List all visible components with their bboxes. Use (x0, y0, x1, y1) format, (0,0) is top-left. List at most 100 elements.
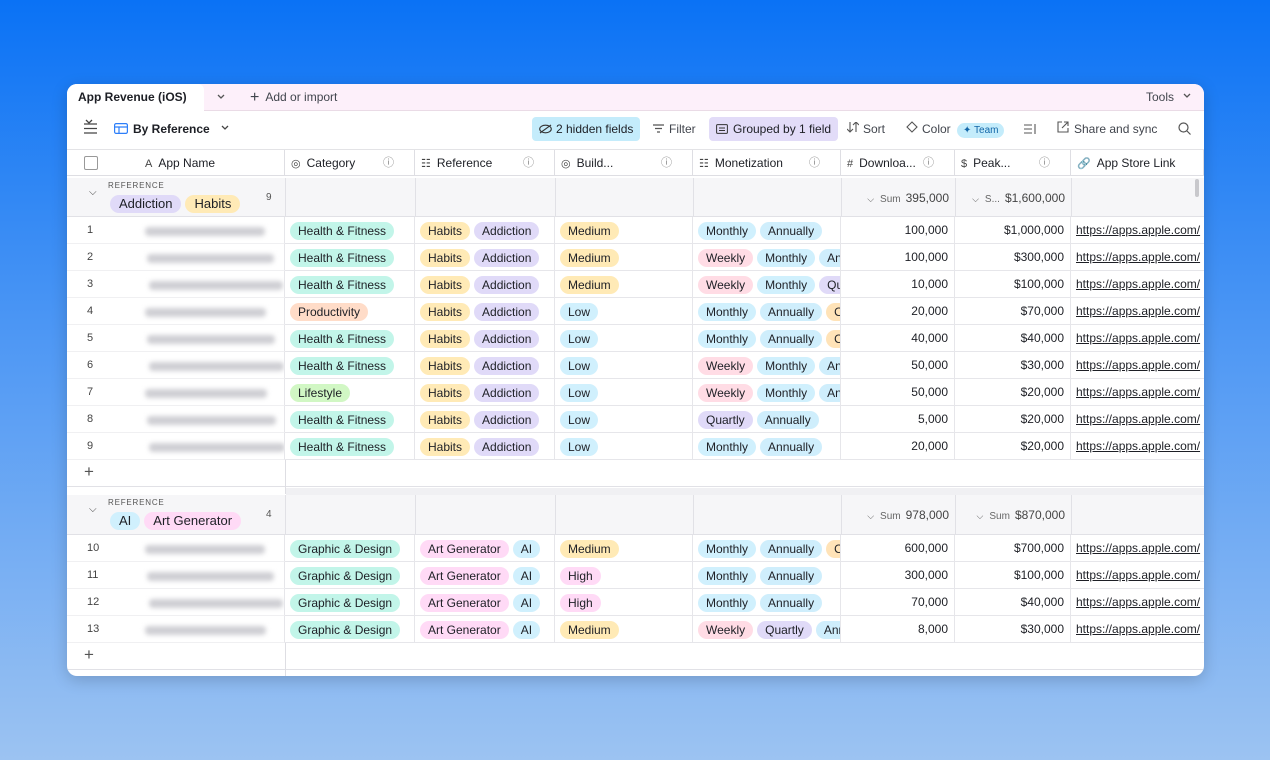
app-store-link[interactable]: https://apps.apple.com/ (1076, 358, 1201, 372)
blurred-app-name (145, 626, 266, 635)
tag: Graphic & Design (290, 620, 401, 639)
tools[interactable]: Tools (1146, 84, 1192, 110)
menu-icon[interactable] (84, 123, 97, 134)
tag: Health & Fitness (290, 221, 395, 240)
sum-chevron: ⌵ (867, 194, 875, 204)
build-cell: Medium (555, 616, 693, 643)
reference-cell: Habits Addiction (415, 271, 555, 298)
add-import-label: Add or import (265, 90, 338, 104)
link-cell: https://apps.apple.com/ (1071, 406, 1204, 433)
tag: Graphic & Design (290, 566, 401, 585)
tag: Health & Fitness (290, 410, 395, 429)
peak-cell: $700,000 (955, 535, 1071, 562)
column-name: App Store Link (1096, 156, 1176, 170)
tag: Monthly (757, 248, 816, 267)
tag: Medium (560, 539, 619, 558)
column-header[interactable]: ☷ Reference ⓘ (415, 150, 555, 176)
link-cell: https://apps.apple.com/ (1071, 379, 1204, 406)
downloads: 40,000 (911, 331, 948, 345)
app-store-link[interactable]: https://apps.apple.com/ (1076, 304, 1201, 318)
column-header[interactable]: ☷ Monetization ⓘ (693, 150, 841, 176)
table-tab[interactable]: App Revenue (iOS) (67, 84, 204, 124)
category-cell: Graphic & Design (285, 616, 415, 643)
tag: Addiction (474, 302, 540, 321)
reference-cell: Habits Addiction (415, 298, 555, 325)
column-icon: $ (961, 158, 968, 170)
tag: Medium (560, 248, 619, 267)
tag: Graphic & Design (290, 593, 401, 612)
share-sync[interactable]: Share and sync (1057, 117, 1157, 141)
tag: Habits (420, 383, 471, 402)
app-store-link[interactable]: https://apps.apple.com/ (1076, 541, 1201, 555)
color[interactable]: Color ✦ Team (905, 117, 1005, 141)
tag: AI (512, 593, 541, 612)
app-store-link[interactable]: https://apps.apple.com/ (1076, 412, 1201, 426)
tag: O (826, 329, 840, 348)
group[interactable]: Grouped by 1 field (709, 117, 839, 141)
column-header[interactable]: 🔗 App Store Link (1071, 150, 1204, 176)
tag: AI (512, 539, 541, 558)
tag: Art Generator (420, 566, 509, 585)
tag: Addiction (474, 410, 540, 429)
sort[interactable]: Sort (846, 117, 885, 141)
collapse-chevron[interactable]: ⌵ (89, 187, 97, 198)
search-icon[interactable] (1178, 122, 1191, 135)
add-row-button[interactable]: + (84, 462, 94, 481)
eye-icon (539, 124, 552, 134)
column-header[interactable]: ◎ Build... ⓘ (555, 150, 693, 176)
tag: Weekly (698, 620, 754, 639)
sum-value: 978,000 (905, 508, 949, 522)
app-store-link[interactable]: https://apps.apple.com/ (1076, 595, 1201, 609)
add-import[interactable]: + Add or import (250, 89, 338, 106)
tag: Annually (760, 329, 823, 348)
monetization-cell: WeeklyMonthlyAnn (693, 379, 841, 406)
filter[interactable]: Filter (653, 117, 696, 141)
row-number: 12 (87, 596, 100, 608)
row-height-icon[interactable] (1024, 124, 1036, 135)
add-row-button[interactable]: + (84, 645, 94, 664)
column-name: Peak... (973, 156, 1011, 170)
tag: Monthly (698, 221, 757, 240)
tag: Ann (819, 248, 840, 267)
app-store-link[interactable]: https://apps.apple.com/ (1076, 223, 1201, 237)
column-icon: A (145, 158, 153, 170)
column-header[interactable]: $ Peak... ⓘ (955, 150, 1071, 176)
hidden-fields[interactable]: 2 hidden fields (532, 117, 641, 141)
app-store-link[interactable]: https://apps.apple.com/ (1076, 568, 1201, 582)
column-header[interactable]: # Downloa... ⓘ (841, 150, 955, 176)
group-count: 4 (266, 509, 272, 520)
build-cell: Medium (555, 271, 693, 298)
category-cell: Health & Fitness (285, 244, 415, 271)
view-switcher[interactable]: By Reference (114, 117, 230, 141)
select-all-checkbox[interactable] (84, 156, 98, 170)
row-number-cell: 13 (67, 616, 285, 643)
row-number-cell: 8 (67, 406, 285, 433)
blurred-app-name (147, 254, 274, 263)
tab-bar: App Revenue (iOS) + Add or import Tools (67, 84, 1204, 124)
tag: Addiction (474, 356, 540, 375)
app-store-link[interactable]: https://apps.apple.com/ (1076, 385, 1201, 399)
column-header[interactable]: A App Name (127, 150, 285, 176)
row-number: 8 (87, 413, 94, 425)
group-divider (955, 178, 956, 217)
app-store-link[interactable]: https://apps.apple.com/ (1076, 331, 1201, 345)
sum-value: $1,600,000 (1004, 191, 1065, 205)
row-number: 6 (87, 359, 94, 371)
chevron[interactable] (216, 92, 226, 102)
column-icon: ◎ (561, 158, 571, 170)
tag: Habits (420, 221, 471, 240)
app-store-link[interactable]: https://apps.apple.com/ (1076, 622, 1201, 636)
app-store-link[interactable]: https://apps.apple.com/ (1076, 439, 1201, 453)
filter-label: Filter (669, 122, 696, 136)
column-header[interactable]: ◎ Category ⓘ (285, 150, 415, 176)
peak-revenue: $30,000 (1020, 622, 1064, 636)
color-badge-label: Team (974, 125, 999, 136)
sum-chevron: ⌵ (867, 511, 875, 521)
tag: Addiction (474, 383, 540, 402)
column-icon: ◎ (291, 158, 301, 170)
app-store-link[interactable]: https://apps.apple.com/ (1076, 250, 1201, 264)
app-store-link[interactable]: https://apps.apple.com/ (1076, 277, 1201, 291)
row-number-cell: 10 (67, 535, 285, 562)
tag: Habits (420, 302, 471, 321)
collapse-chevron[interactable]: ⌵ (89, 504, 97, 515)
